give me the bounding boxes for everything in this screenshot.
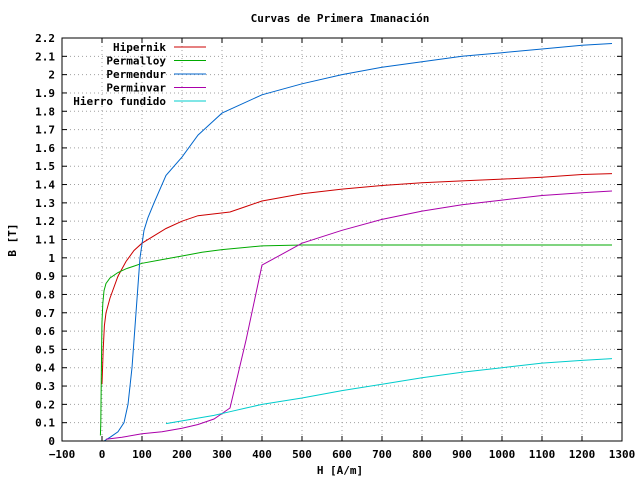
y-tick-label: 0.9 bbox=[35, 270, 55, 283]
y-tick-label: 0.1 bbox=[35, 417, 55, 430]
y-tick-label: 2 bbox=[48, 69, 55, 82]
series-line-hierro-fundido bbox=[165, 358, 613, 425]
legend-label: Permendur bbox=[106, 68, 166, 81]
x-tick-label: 1200 bbox=[569, 448, 596, 461]
y-tick-label: 0.8 bbox=[35, 288, 55, 301]
y-tick-label: 2.2 bbox=[35, 32, 55, 45]
legend-label: Hierro fundido bbox=[73, 95, 166, 108]
x-tick-label: 0 bbox=[99, 448, 106, 461]
x-tick-label: 700 bbox=[372, 448, 392, 461]
y-tick-label: 1.1 bbox=[35, 234, 55, 247]
x-tick-label: 300 bbox=[212, 448, 232, 461]
y-tick-label: 0.4 bbox=[35, 362, 55, 375]
y-tick-label: 2.1 bbox=[35, 50, 55, 63]
y-tick-label: 1.5 bbox=[35, 160, 55, 173]
plot-frame bbox=[61, 37, 623, 442]
y-tick-label: 0.7 bbox=[35, 307, 55, 320]
y-tick-label: 1.9 bbox=[35, 87, 55, 100]
x-tick-label: −100 bbox=[49, 448, 76, 461]
x-tick-label: 200 bbox=[172, 448, 192, 461]
y-tick-label: 0 bbox=[48, 435, 55, 448]
y-tick-label: 1.6 bbox=[35, 142, 55, 155]
x-tick-label: 1000 bbox=[489, 448, 516, 461]
x-tick-label: 100 bbox=[132, 448, 152, 461]
legend-label: Permalloy bbox=[106, 55, 166, 68]
x-tick-label: 1100 bbox=[529, 448, 556, 461]
x-tick-label: 800 bbox=[412, 448, 432, 461]
series-line-hipernik bbox=[101, 173, 613, 385]
series-line-permalloy bbox=[99, 244, 612, 436]
y-tick-label: 0.2 bbox=[35, 398, 55, 411]
y-tick-label: 0.6 bbox=[35, 325, 55, 338]
y-tick-label: 1.7 bbox=[35, 124, 55, 137]
y-tick-label: 1.3 bbox=[35, 197, 55, 210]
y-tick-labels: 0 0.1 0.2 0.3 0.4 0.5 0.6 0.7 0.8 0.9 1 1.1 1.2 1.3 1.… bbox=[35, 32, 55, 448]
chart-title: Curvas de Primera Imanación bbox=[251, 12, 430, 25]
x-tick-label: 600 bbox=[332, 448, 352, 461]
y-tick-label: 1.2 bbox=[35, 215, 55, 228]
legend-label: Perminvar bbox=[106, 82, 166, 95]
y-tick-label: 0.3 bbox=[35, 380, 55, 393]
y-tick-label: 1.4 bbox=[35, 179, 55, 192]
y-tick-label: 0.5 bbox=[35, 343, 55, 356]
legend: HipernikPermalloyPermendurPerminvarHierr… bbox=[73, 41, 206, 108]
x-axis-label: H [A/m] bbox=[317, 464, 363, 477]
x-tick-labels: −100 0 100 200 300 400 500 600 700 800 900 1000 1100… bbox=[49, 448, 636, 461]
legend-label: Hipernik bbox=[113, 41, 166, 54]
series-layer bbox=[99, 43, 613, 442]
x-tick-label: 1300 bbox=[609, 448, 636, 461]
x-tick-label: 900 bbox=[452, 448, 472, 461]
x-tick-label: 400 bbox=[252, 448, 272, 461]
y-tick-label: 1 bbox=[48, 252, 55, 265]
x-tick-label: 500 bbox=[292, 448, 312, 461]
y-tick-label: 1.8 bbox=[35, 105, 55, 118]
y-axis-label: B [T] bbox=[6, 223, 19, 256]
series-line-permendur bbox=[103, 43, 613, 442]
series-line-perminvar bbox=[105, 190, 613, 440]
